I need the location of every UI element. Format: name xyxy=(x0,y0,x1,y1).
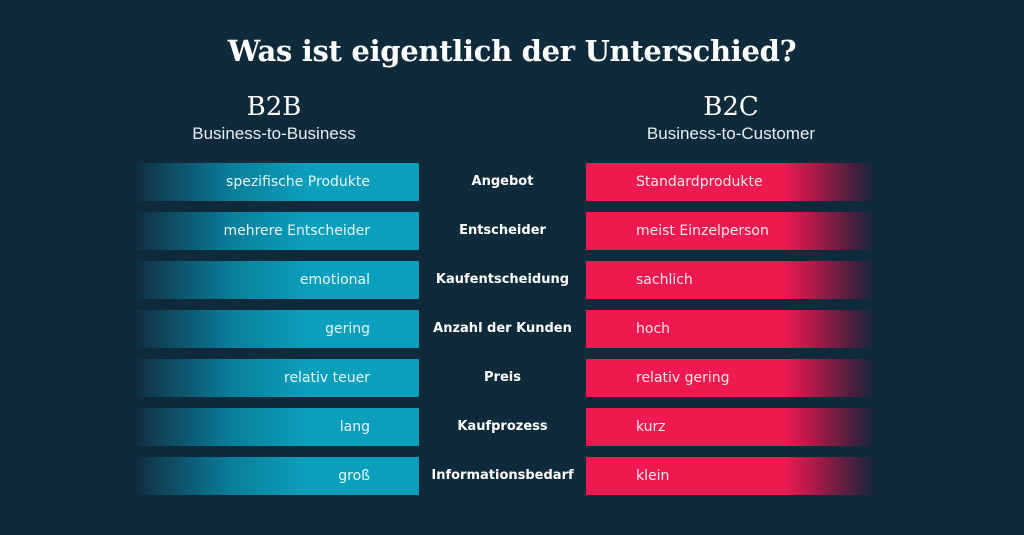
b2c-value: meist Einzelperson xyxy=(636,223,769,239)
criterion-label: Angebot xyxy=(471,174,534,189)
b2c-full-name: Business-to-Customer xyxy=(646,124,816,143)
b2b-value: lang xyxy=(339,419,370,435)
b2b-bar: gering xyxy=(132,310,419,348)
comparison-row-angebot: spezifische Produkte Angebot Standardpro… xyxy=(0,163,1024,201)
comparison-row-anzahl-der-kunden: gering Anzahl der Kunden hoch xyxy=(0,310,1024,348)
comparison-row-kaufentscheidung: emotional Kaufentscheidung sachlich xyxy=(0,261,1024,299)
b2b-full-name: Business-to-Business xyxy=(192,124,356,143)
criterion-label: Kaufprozess xyxy=(457,419,548,434)
b2b-bar: mehrere Entscheider xyxy=(132,212,419,250)
comparison-row-kaufprozess: lang Kaufprozess kurz xyxy=(0,408,1024,446)
b2c-bar: meist Einzelperson xyxy=(586,212,876,250)
b2b-value: relativ teuer xyxy=(284,370,370,386)
b2c-bar: sachlich xyxy=(586,261,876,299)
comparison-row-preis: relativ teuer Preis relativ gering xyxy=(0,359,1024,397)
comparison-row-entscheider: mehrere Entscheider Entscheider meist Ei… xyxy=(0,212,1024,250)
column-header-b2b: B2B Business-to-Business xyxy=(144,92,404,145)
b2c-abbreviation: B2C xyxy=(703,92,759,122)
criterion-label: Entscheider xyxy=(459,223,546,238)
criterion-label: Preis xyxy=(484,370,521,385)
b2c-value: sachlich xyxy=(636,272,693,288)
criterion-label: Kaufentscheidung xyxy=(435,272,570,287)
b2b-value: mehrere Entscheider xyxy=(223,223,370,239)
b2b-bar: lang xyxy=(132,408,419,446)
criterion-label: Anzahl der Kunden xyxy=(433,321,572,336)
b2c-value: relativ gering xyxy=(636,370,730,386)
b2c-value: klein xyxy=(636,468,670,484)
b2b-bar: emotional xyxy=(132,261,419,299)
b2c-bar: kurz xyxy=(586,408,876,446)
b2c-bar: relativ gering xyxy=(586,359,876,397)
b2b-bar: groß xyxy=(132,457,419,495)
b2b-value: groß xyxy=(338,468,370,484)
b2c-bar: hoch xyxy=(586,310,876,348)
b2b-value: emotional xyxy=(299,272,370,288)
b2b-value: spezifische Produkte xyxy=(226,174,370,190)
b2b-value: gering xyxy=(325,321,370,337)
comparison-row-informationsbedarf: groß Informationsbedarf klein xyxy=(0,457,1024,495)
b2c-bar: Standardprodukte xyxy=(586,163,876,201)
b2c-bar: klein xyxy=(586,457,876,495)
b2c-value: kurz xyxy=(636,419,666,435)
b2b-abbreviation: B2B xyxy=(246,92,302,122)
b2b-bar: relativ teuer xyxy=(132,359,419,397)
b2c-value: Standardprodukte xyxy=(636,174,763,190)
page-title: Was ist eigentlich der Unterschied? xyxy=(227,34,797,68)
criterion-label: Informationsbedarf xyxy=(431,468,574,483)
b2b-bar: spezifische Produkte xyxy=(132,163,419,201)
b2c-value: hoch xyxy=(636,321,671,337)
column-header-b2c: B2C Business-to-Customer xyxy=(601,92,861,145)
